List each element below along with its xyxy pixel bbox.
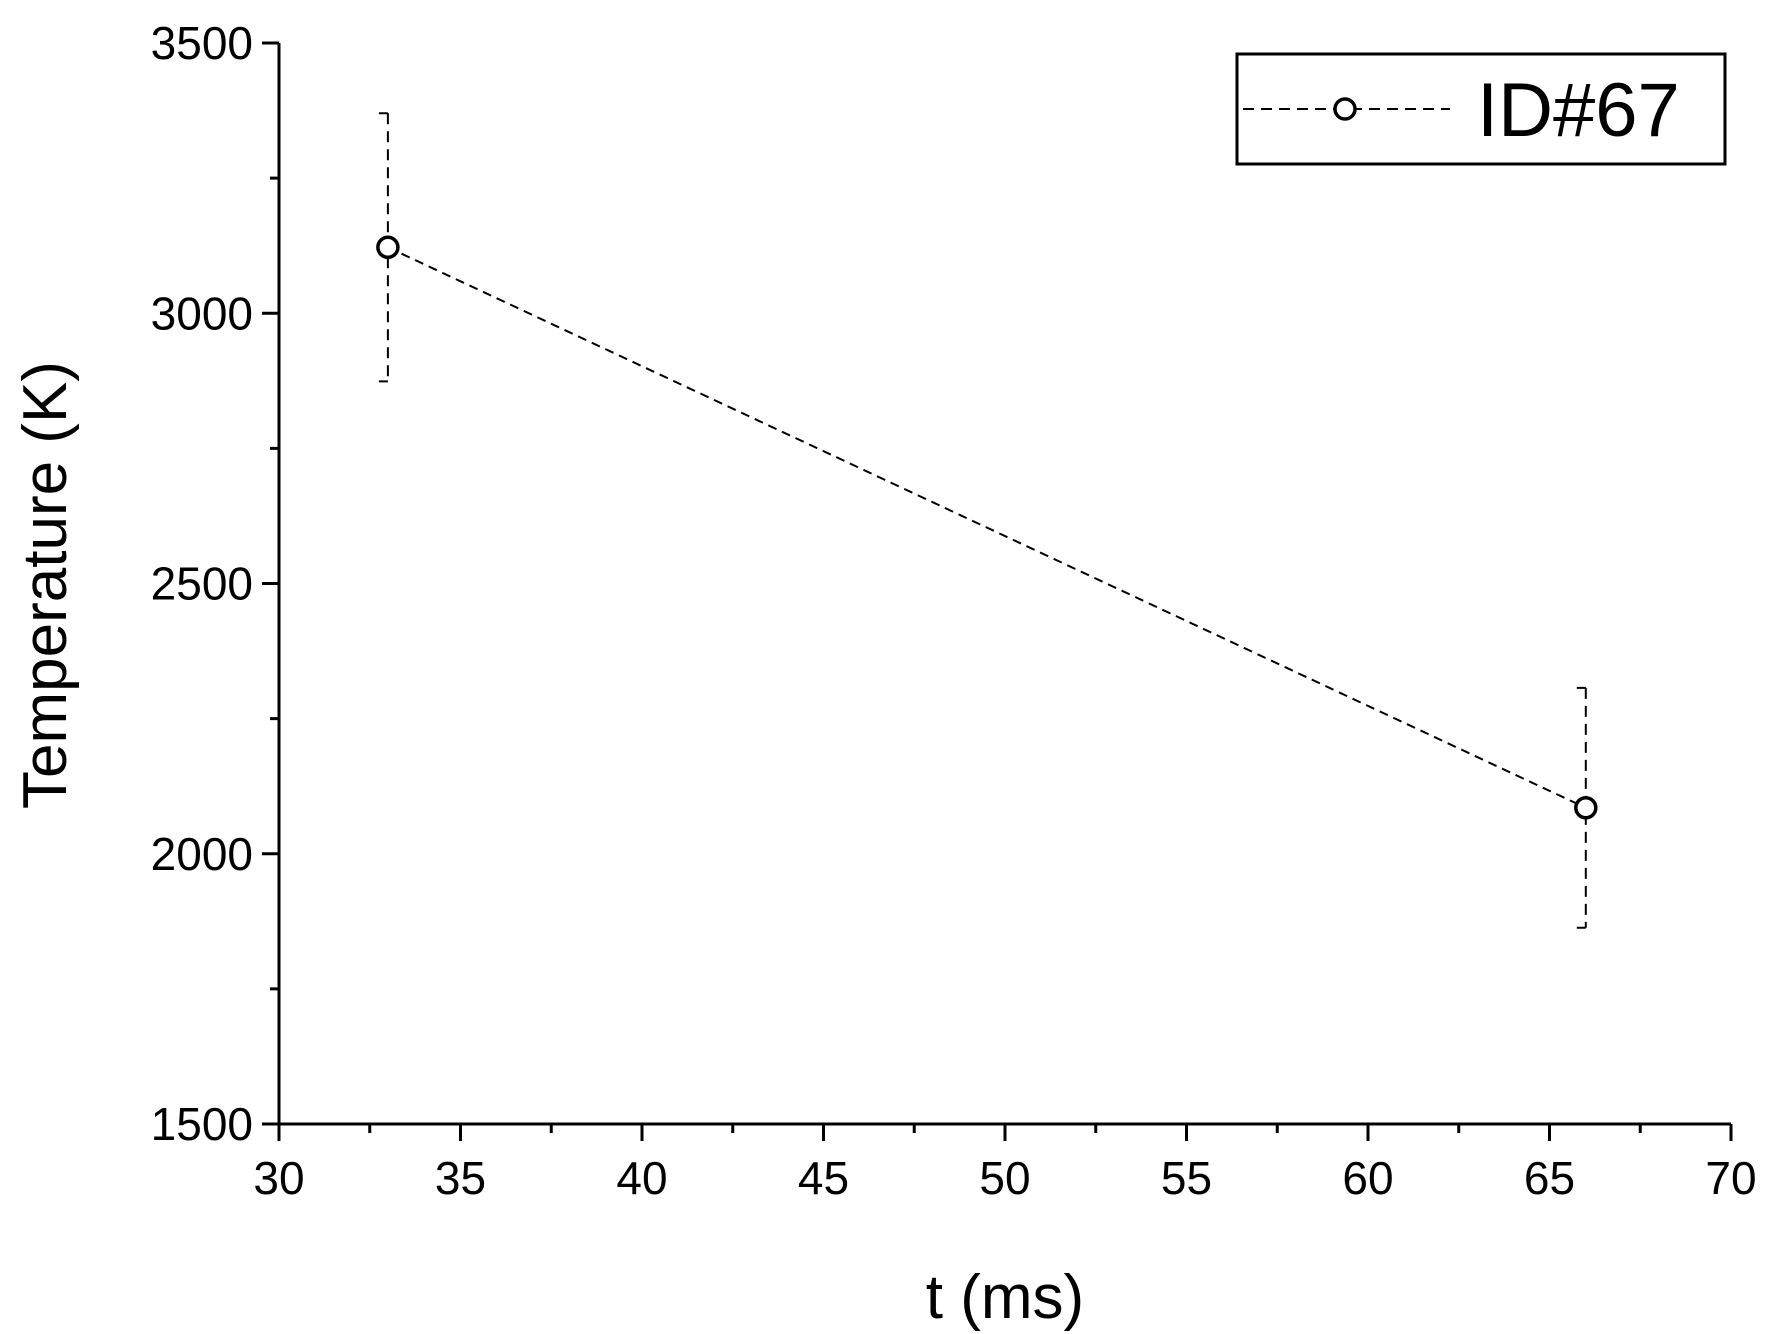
legend-label: ID#67 <box>1477 68 1680 153</box>
y-tick-label: 2500 <box>151 558 253 610</box>
x-tick-label: 45 <box>798 1152 849 1204</box>
error-bar <box>1576 686 1587 929</box>
data-point <box>376 235 400 260</box>
data-line <box>387 246 1587 809</box>
y-tick-label: 1500 <box>151 1098 253 1150</box>
legend-box <box>1235 52 1727 166</box>
x-tick-label: 40 <box>616 1152 667 1204</box>
x-tick-label: 30 <box>253 1152 304 1204</box>
x-tick-label: 55 <box>1161 1152 1212 1204</box>
x-tick-label: 50 <box>979 1152 1030 1204</box>
x-tick-label: 60 <box>1342 1152 1393 1204</box>
data-point <box>1574 796 1598 820</box>
y-axis-title: Temperature (K) <box>11 361 80 809</box>
x-tick-label: 35 <box>435 1152 486 1204</box>
legend-marker <box>1333 97 1357 121</box>
y-tick-label: 3000 <box>151 287 253 339</box>
y-tick-label: 2000 <box>151 828 253 880</box>
x-axis-title: t (ms) <box>926 1263 1084 1332</box>
y-tick-label: 3500 <box>151 17 253 69</box>
x-tick-label: 70 <box>1705 1152 1756 1204</box>
x-tick-label: 65 <box>1524 1152 1575 1204</box>
